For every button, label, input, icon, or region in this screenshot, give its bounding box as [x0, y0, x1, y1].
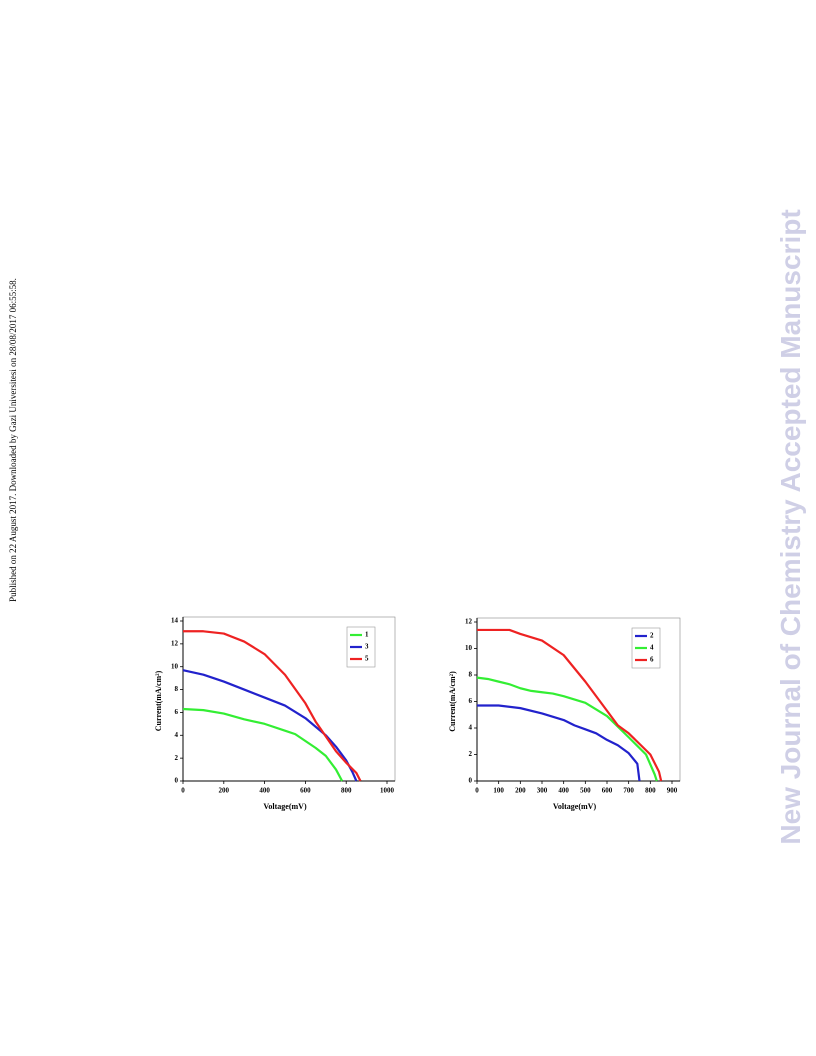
y-tick-label: 4 [469, 724, 473, 732]
journal-watermark: New Journal of Chemistry Accepted Manusc… [775, 209, 806, 844]
y-tick-label: 2 [175, 754, 179, 762]
series-line [477, 628, 663, 782]
legend-label: 6 [650, 656, 654, 664]
x-axis-label: Voltage(mV) [553, 802, 597, 811]
x-tick-label: 400 [259, 787, 270, 795]
series-line [183, 630, 362, 782]
y-axis-label: Current(mA/cm²) [448, 671, 457, 732]
series-line [476, 676, 658, 782]
x-tick-label: 700 [623, 787, 634, 795]
y-tick-label: 8 [469, 671, 473, 679]
series-line [477, 704, 641, 782]
y-tick-label: 2 [469, 750, 473, 758]
x-tick-label: 800 [645, 787, 656, 795]
y-tick-label: 0 [175, 777, 179, 785]
published-note: Published on 22 August 2017. Downloaded … [8, 278, 18, 602]
series-line [182, 707, 344, 782]
legend-label: 5 [365, 655, 369, 663]
x-tick-label: 400 [558, 787, 569, 795]
x-tick-label: 200 [219, 787, 230, 795]
x-tick-label: 900 [667, 787, 678, 795]
x-tick-label: 200 [515, 787, 526, 795]
legend-label: 1 [365, 631, 369, 639]
x-tick-label: 600 [300, 787, 311, 795]
y-tick-label: 12 [171, 639, 179, 647]
y-tick-label: 6 [469, 697, 473, 705]
y-tick-label: 10 [465, 644, 473, 652]
x-tick-label: 300 [537, 787, 548, 795]
legend-label: 3 [365, 643, 369, 651]
x-tick-label: 600 [602, 787, 613, 795]
y-tick-label: 4 [175, 731, 179, 739]
y-tick-label: 14 [171, 617, 179, 625]
y-tick-label: 10 [171, 662, 179, 670]
x-tick-label: 100 [493, 787, 504, 795]
x-tick-label: 800 [341, 787, 352, 795]
legend-label: 2 [650, 632, 654, 640]
x-tick-label: 0 [181, 787, 185, 795]
legend-label: 4 [650, 644, 654, 652]
y-tick-label: 6 [175, 708, 179, 716]
y-axis-label: Current(mA/cm²) [154, 670, 163, 731]
x-tick-label: 1000 [380, 787, 395, 795]
y-tick-label: 12 [465, 618, 473, 626]
x-axis-label: Voltage(mV) [263, 802, 307, 811]
x-tick-label: 0 [475, 787, 479, 795]
y-tick-label: 0 [469, 777, 473, 785]
y-tick-label: 8 [175, 685, 179, 693]
x-tick-label: 500 [580, 787, 591, 795]
